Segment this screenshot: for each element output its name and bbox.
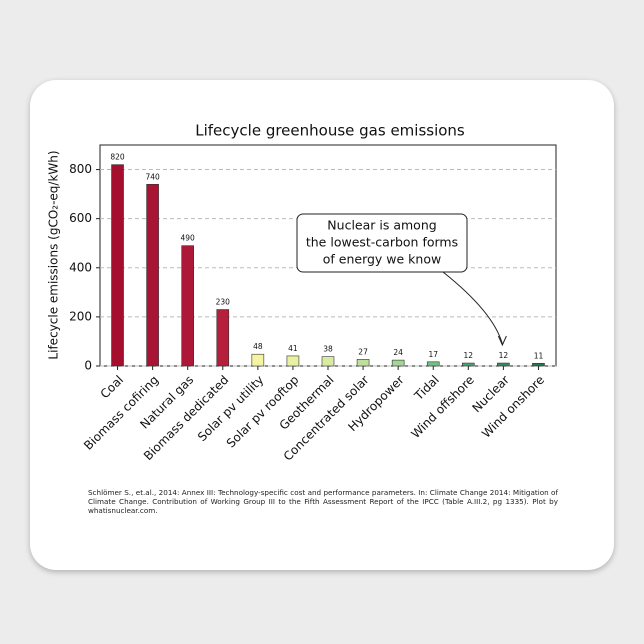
y-tick-label: 800 (69, 162, 92, 176)
value-label: 490 (181, 234, 196, 243)
x-tick-label: Wind offshore (408, 373, 476, 441)
bar (391, 359, 405, 367)
annotation-arrow (442, 271, 503, 345)
bar (356, 359, 370, 367)
value-label: 27 (358, 347, 368, 356)
y-tick-label: 200 (69, 309, 92, 323)
chart-title: Lifecycle greenhouse gas emissions (195, 122, 465, 140)
y-tick-label: 0 (84, 359, 92, 373)
value-label: 24 (393, 348, 403, 357)
value-label: 740 (145, 172, 160, 181)
annotation-text: of energy we know (323, 252, 441, 267)
bar (426, 361, 440, 367)
value-label: 12 (499, 351, 509, 360)
bar (251, 353, 265, 367)
x-tick-label: Wind onshore (479, 373, 547, 441)
annotation-box (296, 213, 468, 273)
value-label: 48 (253, 342, 263, 351)
value-label: 230 (216, 298, 231, 307)
value-label: 820 (110, 153, 125, 162)
value-label: 38 (323, 345, 333, 354)
bar (286, 355, 300, 367)
annotation-text: the lowest-carbon forms (306, 235, 458, 250)
y-tick-label: 400 (69, 260, 92, 274)
bar (497, 362, 510, 367)
bar (321, 356, 335, 367)
bar (111, 164, 124, 367)
source-note: Schlömer S., et.al., 2014: Annex III: Te… (88, 488, 558, 515)
mousepad (30, 80, 614, 570)
bar (532, 362, 545, 367)
arrow-head (497, 335, 507, 347)
value-label: 41 (288, 344, 298, 353)
x-tick-label: Tidal (411, 373, 442, 404)
bar (216, 309, 230, 367)
bar (146, 183, 159, 367)
y-tick-label: 600 (69, 211, 92, 225)
x-tick-label: Coal (98, 373, 127, 402)
annotation-text: Nuclear is among (327, 218, 436, 233)
bar (462, 362, 475, 367)
bar (181, 245, 194, 367)
value-label: 11 (534, 351, 544, 360)
value-label: 12 (464, 351, 474, 360)
y-axis-label: Lifecycle emissions (gCO₂-eq/kWh) (47, 150, 61, 359)
value-label: 17 (428, 350, 438, 359)
